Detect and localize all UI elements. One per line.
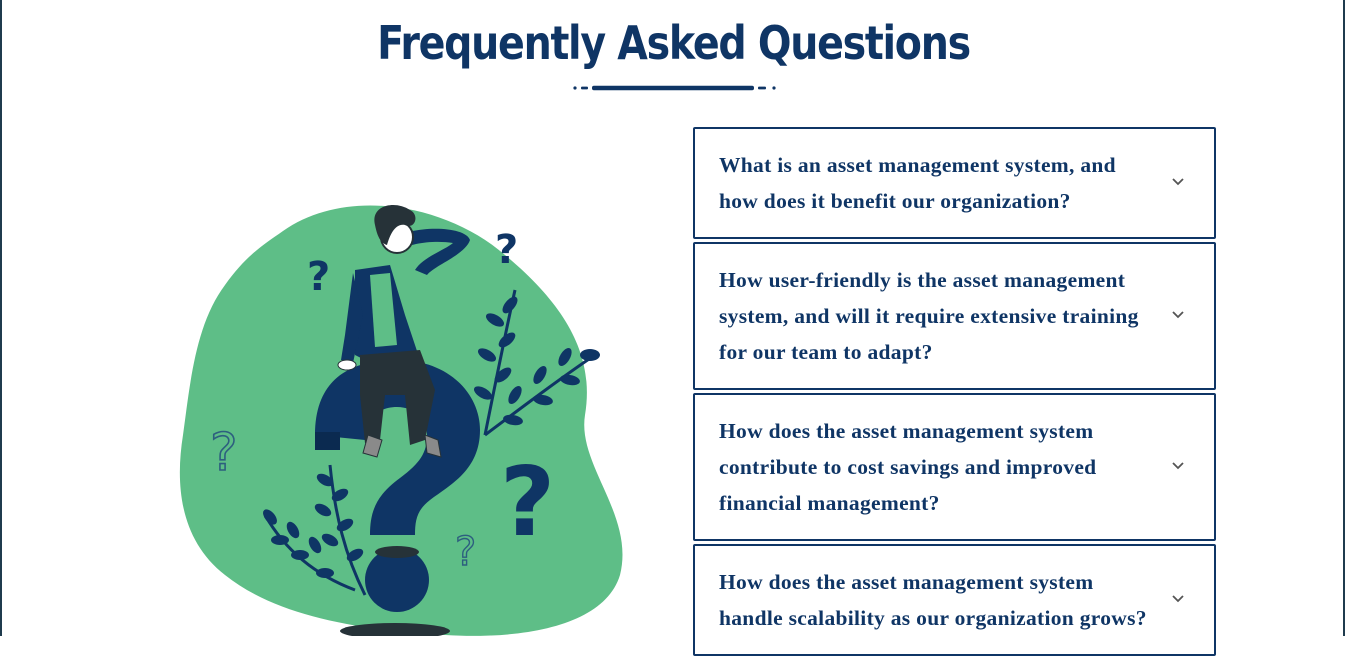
faq-accordion: What is an asset management system, and … [693, 127, 1216, 659]
chevron-down-icon[interactable] [1171, 594, 1185, 604]
faq-question[interactable]: How does the asset management system con… [719, 419, 1097, 515]
chevron-down-icon[interactable] [1171, 310, 1185, 320]
chevron-down-icon[interactable] [1171, 461, 1185, 471]
svg-text:?: ? [495, 227, 518, 273]
title-underline-divider [573, 85, 776, 91]
faq-question[interactable]: How user-friendly is the asset managemen… [719, 268, 1139, 364]
page-title: Frequently Asked Questions [377, 16, 971, 70]
faq-question[interactable]: What is an asset management system, and … [719, 153, 1116, 213]
faq-item[interactable]: What is an asset management system, and … [693, 127, 1216, 239]
faq-item[interactable]: How does the asset management system con… [693, 393, 1216, 541]
faq-illustration: ? ? ? ? ? [179, 205, 623, 636]
chevron-down-icon[interactable] [1171, 177, 1185, 187]
svg-text:?: ? [500, 448, 555, 558]
faq-question[interactable]: How does the asset management system han… [719, 570, 1147, 630]
svg-text:?: ? [307, 254, 330, 300]
faq-item[interactable]: How does the asset management system han… [693, 544, 1216, 656]
svg-text:?: ? [210, 423, 238, 483]
faq-item[interactable]: How user-friendly is the asset managemen… [693, 242, 1216, 390]
page-frame [0, 0, 1345, 636]
svg-text:?: ? [455, 529, 476, 575]
